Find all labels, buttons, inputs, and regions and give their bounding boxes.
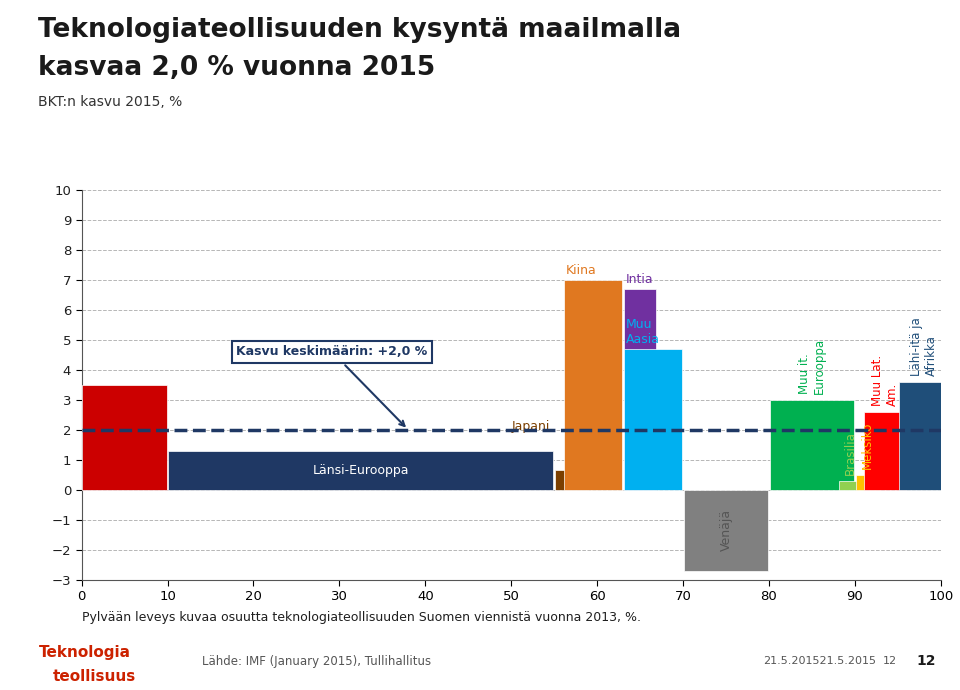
Bar [555,470,588,490]
Bar [899,382,948,490]
Text: BKT:n kasvu 2015, %: BKT:n kasvu 2015, % [38,95,182,109]
Text: Kasvu keskimäärin: +2,0 %: Kasvu keskimäärin: +2,0 % [236,345,427,426]
Text: Muu it.
Eurooppa: Muu it. Eurooppa [798,337,826,394]
Text: 21.5.201521.5.2015: 21.5.201521.5.2015 [763,656,876,666]
Bar [855,475,879,490]
Text: 12: 12 [917,654,936,668]
Bar [684,490,768,571]
Text: 12: 12 [883,656,898,666]
Text: Kiina: Kiina [565,264,596,277]
Bar [624,348,683,490]
Bar [624,288,657,490]
Text: Lähde: IMF (January 2015), Tullihallitus: Lähde: IMF (January 2015), Tullihallitus [202,655,431,667]
Text: Brasilia: Brasilia [844,431,857,475]
Text: Meksiko: Meksiko [861,422,875,469]
Text: Länsi-Eurooppa: Länsi-Eurooppa [313,464,409,477]
Text: Japani: Japani [512,420,550,433]
Bar [564,279,622,490]
Bar [838,481,863,490]
Text: Muu Lat.
Am.: Muu Lat. Am. [871,355,899,406]
Text: Lähi-itä ja
Afrikka: Lähi-itä ja Afrikka [910,317,938,375]
Text: Pylvään leveys kuvaa osuutta teknologiateollisuuden Suomen viennistä vuonna 2013: Pylvään leveys kuvaa osuutta teknologiat… [82,611,640,624]
Text: Pohjois-
Amerikka: Pohjois- Amerikka [85,389,144,417]
Text: Teknologia: Teknologia [38,645,131,660]
Bar [83,384,167,490]
Text: teollisuus: teollisuus [53,669,136,684]
Text: Intia: Intia [626,273,653,286]
Bar [168,451,553,490]
Text: Teknologiateollisuuden kysyntä maailmalla: Teknologiateollisuuden kysyntä maailmall… [38,17,682,43]
Bar [770,400,854,490]
Bar [864,412,905,490]
Text: Venäjä: Venäjä [719,509,732,551]
Text: kasvaa 2,0 % vuonna 2015: kasvaa 2,0 % vuonna 2015 [38,55,436,81]
Text: Muu
Aasia: Muu Aasia [626,317,660,346]
